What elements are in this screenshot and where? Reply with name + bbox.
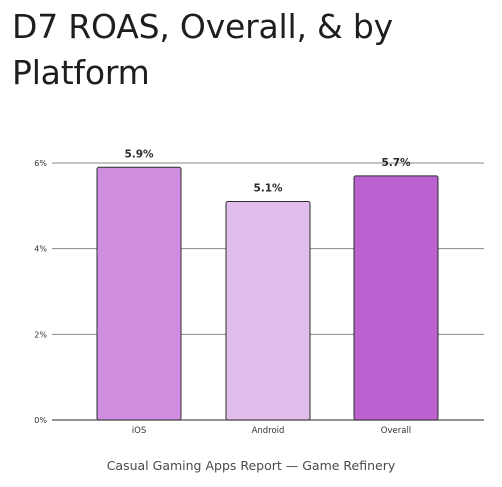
y-tick-label: 2%	[34, 330, 47, 339]
x-tick-label: Overall	[381, 426, 411, 436]
data-label: 5.9%	[124, 148, 154, 160]
bar	[353, 175, 439, 421]
y-tick-label: 0%	[34, 416, 47, 425]
y-tick-label: 6%	[34, 159, 47, 168]
x-tick-label: iOS	[132, 426, 146, 436]
page-title: D7 ROAS, Overall, & by Platform	[12, 7, 393, 92]
x-tick-label: Android	[252, 426, 285, 436]
data-label: 5.7%	[381, 157, 411, 169]
y-tick-label: 4%	[34, 245, 47, 254]
data-label: 5.1%	[253, 183, 283, 195]
chart-caption: Casual Gaming Apps Report — Game Refiner…	[106, 458, 396, 473]
bar	[225, 201, 311, 421]
bar	[96, 166, 182, 421]
